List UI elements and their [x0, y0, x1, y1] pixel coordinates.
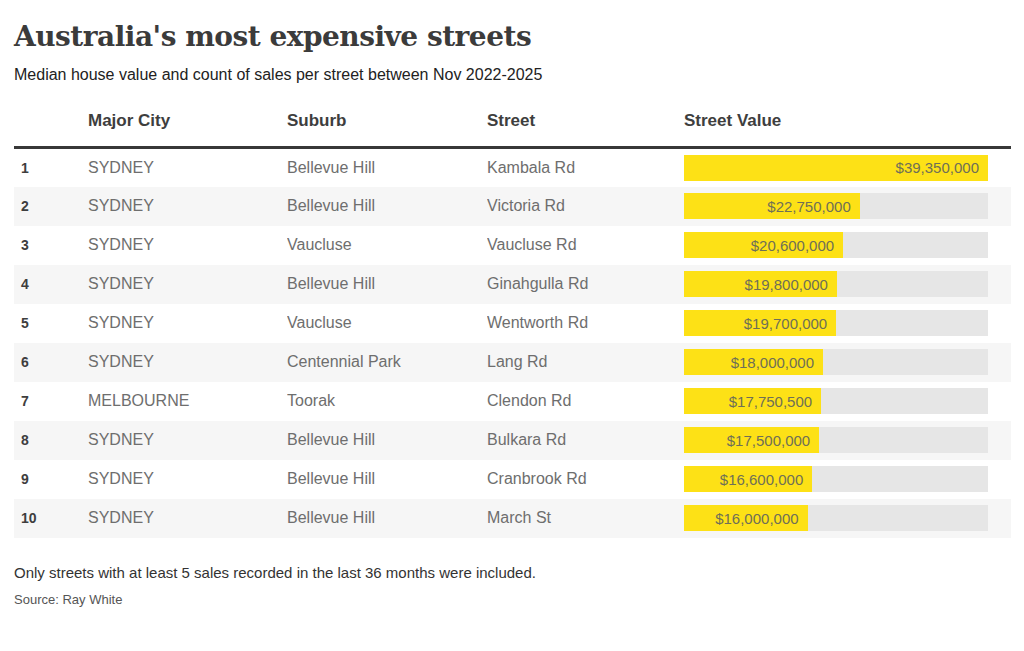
- cell-city: SYDNEY: [88, 460, 287, 499]
- value-bar-track: $17,500,000: [684, 427, 988, 453]
- cell-street: Wentworth Rd: [487, 304, 684, 343]
- cell-street: Lang Rd: [487, 343, 684, 382]
- cell-suburb: Vaucluse: [287, 304, 487, 343]
- cell-city: SYDNEY: [88, 265, 287, 304]
- cell-value: $17,750,500: [684, 382, 1011, 421]
- cell-suburb: Toorak: [287, 382, 487, 421]
- cell-rank: 4: [14, 265, 88, 304]
- table-row: 5 SYDNEY Vaucluse Wentworth Rd $19,700,0…: [14, 304, 1011, 343]
- cell-suburb: Centennial Park: [287, 343, 487, 382]
- value-bar: $16,000,000: [684, 505, 808, 531]
- page-subtitle: Median house value and count of sales pe…: [14, 65, 1011, 85]
- cell-city: SYDNEY: [88, 421, 287, 460]
- value-bar: $16,600,000: [684, 466, 812, 492]
- cell-city: SYDNEY: [88, 187, 287, 226]
- cell-rank: 6: [14, 343, 88, 382]
- table-row: 6 SYDNEY Centennial Park Lang Rd $18,000…: [14, 343, 1011, 382]
- value-bar-track: $19,800,000: [684, 271, 988, 297]
- cell-street: Kambala Rd: [487, 148, 684, 187]
- cell-value: $20,600,000: [684, 226, 1011, 265]
- cell-rank: 5: [14, 304, 88, 343]
- table-row: 2 SYDNEY Bellevue Hill Victoria Rd $22,7…: [14, 187, 1011, 226]
- cell-suburb: Bellevue Hill: [287, 460, 487, 499]
- infographic: Australia's most expensive streets Media…: [0, 0, 1024, 608]
- cell-value: $18,000,000: [684, 343, 1011, 382]
- value-bar-track: $19,700,000: [684, 310, 988, 336]
- table-header: Major City Suburb Street Street Value: [14, 111, 1011, 148]
- table-row: 10 SYDNEY Bellevue Hill March St $16,000…: [14, 499, 1011, 538]
- cell-street: Cranbrook Rd: [487, 460, 684, 499]
- column-header-rank: [14, 111, 88, 148]
- table-row: 3 SYDNEY Vaucluse Vaucluse Rd $20,600,00…: [14, 226, 1011, 265]
- cell-rank: 9: [14, 460, 88, 499]
- cell-value: $19,800,000: [684, 265, 1011, 304]
- table-row: 4 SYDNEY Bellevue Hill Ginahgulla Rd $19…: [14, 265, 1011, 304]
- table-row: 9 SYDNEY Bellevue Hill Cranbrook Rd $16,…: [14, 460, 1011, 499]
- cell-value: $16,000,000: [684, 499, 1011, 538]
- cell-city: SYDNEY: [88, 304, 287, 343]
- value-bar: $17,750,500: [684, 388, 821, 414]
- value-bar: $39,350,000: [684, 155, 988, 181]
- value-bar: $18,000,000: [684, 349, 823, 375]
- value-bar: $19,700,000: [684, 310, 836, 336]
- value-bar: $17,500,000: [684, 427, 819, 453]
- footnote: Only streets with at least 5 sales recor…: [14, 563, 1011, 582]
- header-row: Major City Suburb Street Street Value: [14, 111, 1011, 148]
- table-row: 7 MELBOURNE Toorak Clendon Rd $17,750,50…: [14, 382, 1011, 421]
- value-bar: $20,600,000: [684, 232, 843, 258]
- column-header-suburb: Suburb: [287, 111, 487, 148]
- value-bar-track: $22,750,000: [684, 193, 988, 219]
- cell-city: SYDNEY: [88, 226, 287, 265]
- value-bar-track: $16,600,000: [684, 466, 988, 492]
- value-bar: $19,800,000: [684, 271, 837, 297]
- cell-value: $39,350,000: [684, 148, 1011, 187]
- value-bar: $22,750,000: [684, 193, 860, 219]
- value-bar-track: $18,000,000: [684, 349, 988, 375]
- cell-value: $19,700,000: [684, 304, 1011, 343]
- value-bar-track: $16,000,000: [684, 505, 988, 531]
- page-title: Australia's most expensive streets: [14, 20, 1011, 54]
- table-row: 8 SYDNEY Bellevue Hill Bulkara Rd $17,50…: [14, 421, 1011, 460]
- column-header-street: Street: [487, 111, 684, 148]
- cell-suburb: Vaucluse: [287, 226, 487, 265]
- cell-street: Victoria Rd: [487, 187, 684, 226]
- cell-suburb: Bellevue Hill: [287, 421, 487, 460]
- cell-suburb: Bellevue Hill: [287, 265, 487, 304]
- cell-street: Clendon Rd: [487, 382, 684, 421]
- column-header-value: Street Value: [684, 111, 1011, 148]
- value-bar-track: $39,350,000: [684, 155, 988, 181]
- cell-street: Bulkara Rd: [487, 421, 684, 460]
- table-body: 1 SYDNEY Bellevue Hill Kambala Rd $39,35…: [14, 148, 1011, 538]
- value-bar-track: $20,600,000: [684, 232, 988, 258]
- cell-value: $16,600,000: [684, 460, 1011, 499]
- cell-rank: 3: [14, 226, 88, 265]
- cell-value: $22,750,000: [684, 187, 1011, 226]
- cell-rank: 10: [14, 499, 88, 538]
- table-row: 1 SYDNEY Bellevue Hill Kambala Rd $39,35…: [14, 148, 1011, 187]
- cell-street: March St: [487, 499, 684, 538]
- cell-rank: 7: [14, 382, 88, 421]
- cell-city: SYDNEY: [88, 148, 287, 187]
- source-attribution: Source: Ray White: [14, 591, 1011, 608]
- cell-suburb: Bellevue Hill: [287, 148, 487, 187]
- cell-rank: 8: [14, 421, 88, 460]
- cell-value: $17,500,000: [684, 421, 1011, 460]
- cell-suburb: Bellevue Hill: [287, 187, 487, 226]
- cell-rank: 2: [14, 187, 88, 226]
- value-bar-track: $17,750,500: [684, 388, 988, 414]
- cell-city: SYDNEY: [88, 499, 287, 538]
- cell-city: MELBOURNE: [88, 382, 287, 421]
- column-header-city: Major City: [88, 111, 287, 148]
- cell-street: Ginahgulla Rd: [487, 265, 684, 304]
- cell-rank: 1: [14, 148, 88, 187]
- streets-table: Major City Suburb Street Street Value 1 …: [14, 111, 1011, 538]
- cell-suburb: Bellevue Hill: [287, 499, 487, 538]
- cell-city: SYDNEY: [88, 343, 287, 382]
- cell-street: Vaucluse Rd: [487, 226, 684, 265]
